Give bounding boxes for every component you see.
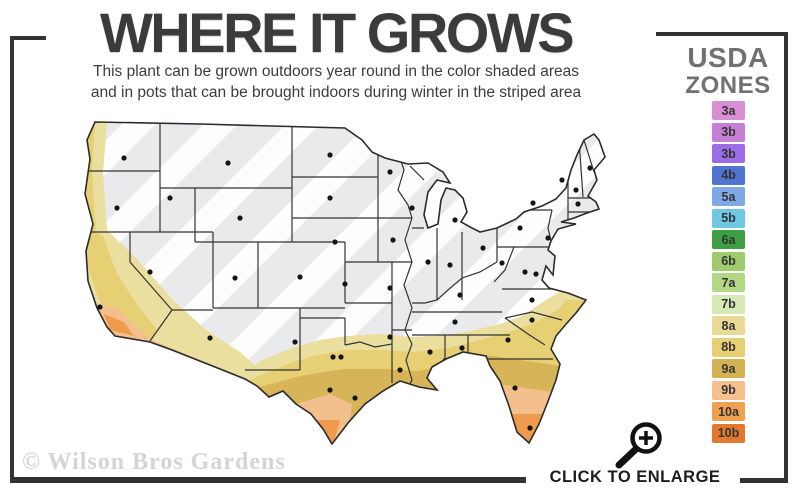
- city-dot: [332, 239, 338, 245]
- city-dot: [232, 275, 238, 281]
- city-dot: [207, 335, 213, 341]
- city-dot: [533, 271, 539, 277]
- city-dot: [452, 319, 458, 325]
- city-dot: [121, 155, 127, 161]
- city-dot: [545, 235, 551, 241]
- city-dot: [327, 152, 333, 158]
- subtitle-line-1: This plant can be grown outdoors year ro…: [93, 63, 579, 80]
- page-title: WHERE IT GROWS: [99, 1, 575, 64]
- city-dot: [387, 285, 393, 291]
- frame-right: [784, 32, 788, 482]
- legend-title: USDA ZONES: [668, 44, 788, 98]
- zone-swatch-7b: 7b: [712, 294, 745, 314]
- zone-swatch-9b: 9b: [712, 380, 745, 400]
- zone-swatch-8b: 8b: [712, 337, 745, 357]
- city-dot: [338, 354, 344, 360]
- zone-swatch-5b: 5b: [712, 208, 745, 228]
- city-dot: [352, 395, 358, 401]
- city-dot: [522, 269, 528, 275]
- frame-top-right: [656, 32, 788, 36]
- zone-swatch-10b: 10b: [712, 423, 745, 443]
- city-dot: [575, 201, 581, 207]
- city-dot: [559, 177, 565, 183]
- magnifier-zoom-icon[interactable]: [610, 418, 670, 478]
- city-dots: [97, 152, 593, 431]
- zone-swatch-8a: 8a: [712, 316, 745, 335]
- city-dot: [452, 217, 458, 223]
- zone-swatch-6b: 6b: [712, 251, 745, 271]
- city-dot: [387, 169, 393, 175]
- zone-swatch-10a: 10a: [712, 402, 745, 421]
- click-to-enlarge-label[interactable]: CLICK TO ENLARGE: [549, 468, 721, 486]
- city-dot: [342, 281, 348, 287]
- city-dot: [297, 274, 303, 280]
- zone-swatch-3b: 3b: [712, 122, 745, 142]
- page-subtitle: This plant can be grown outdoors year ro…: [14, 62, 658, 104]
- city-dot: [397, 367, 403, 373]
- city-dot: [529, 317, 535, 323]
- city-dot: [225, 160, 231, 166]
- city-dot: [390, 237, 396, 243]
- city-dot: [529, 297, 535, 303]
- legend-title-usda: USDA: [687, 42, 769, 73]
- city-dot: [459, 345, 465, 351]
- city-dot: [573, 187, 579, 193]
- city-dot: [327, 387, 333, 393]
- city-dot: [447, 262, 453, 268]
- city-dot: [292, 339, 298, 345]
- frame-left: [10, 36, 14, 482]
- city-dot: [457, 292, 463, 298]
- band-10a-florida-tip: [512, 414, 542, 444]
- subtitle-line-2: and in pots that can be brought indoors …: [90, 83, 582, 101]
- zone-swatch-3b: 3b: [712, 144, 745, 163]
- city-dot: [147, 269, 153, 275]
- city-dot: [517, 225, 523, 231]
- city-dot: [480, 245, 486, 251]
- zone-swatch-4b: 4b: [712, 165, 745, 185]
- zone-swatch-6a: 6a: [712, 230, 745, 249]
- legend-title-zones: ZONES: [685, 72, 771, 99]
- zone-swatch-5a: 5a: [712, 187, 745, 206]
- city-dot: [499, 260, 505, 266]
- band-8b-valley: [86, 230, 157, 344]
- city-dot: [427, 349, 433, 355]
- zone-swatch-7a: 7a: [712, 273, 745, 292]
- city-dot: [327, 195, 333, 201]
- city-dot: [237, 215, 243, 221]
- city-dot: [387, 334, 393, 340]
- frame-top-left: [10, 36, 46, 40]
- city-dot: [505, 337, 511, 343]
- band-10a-socal: [104, 314, 134, 336]
- frame-bottom: [10, 477, 526, 483]
- city-dot: [97, 304, 103, 310]
- city-dot: [114, 205, 120, 211]
- usda-zones-list: 3a 3b 3b 4b 5a 5b 6a 6b 7a 7b 8a 8b 9a 9b 10a 10b: [712, 101, 746, 445]
- city-dot: [425, 259, 431, 265]
- city-dot: [330, 354, 336, 360]
- city-dot: [167, 195, 173, 201]
- frame-bottom-right: [740, 478, 788, 483]
- watermark: © Wilson Bros Gardens: [22, 449, 286, 475]
- city-dot: [587, 165, 593, 171]
- city-dot: [527, 425, 533, 431]
- state-borders: [85, 122, 597, 389]
- zone-swatch-3a: 3a: [712, 101, 745, 120]
- city-dot: [530, 200, 536, 206]
- zone-swatch-9a: 9a: [712, 359, 745, 378]
- city-dot: [512, 385, 518, 391]
- city-dot: [409, 205, 415, 211]
